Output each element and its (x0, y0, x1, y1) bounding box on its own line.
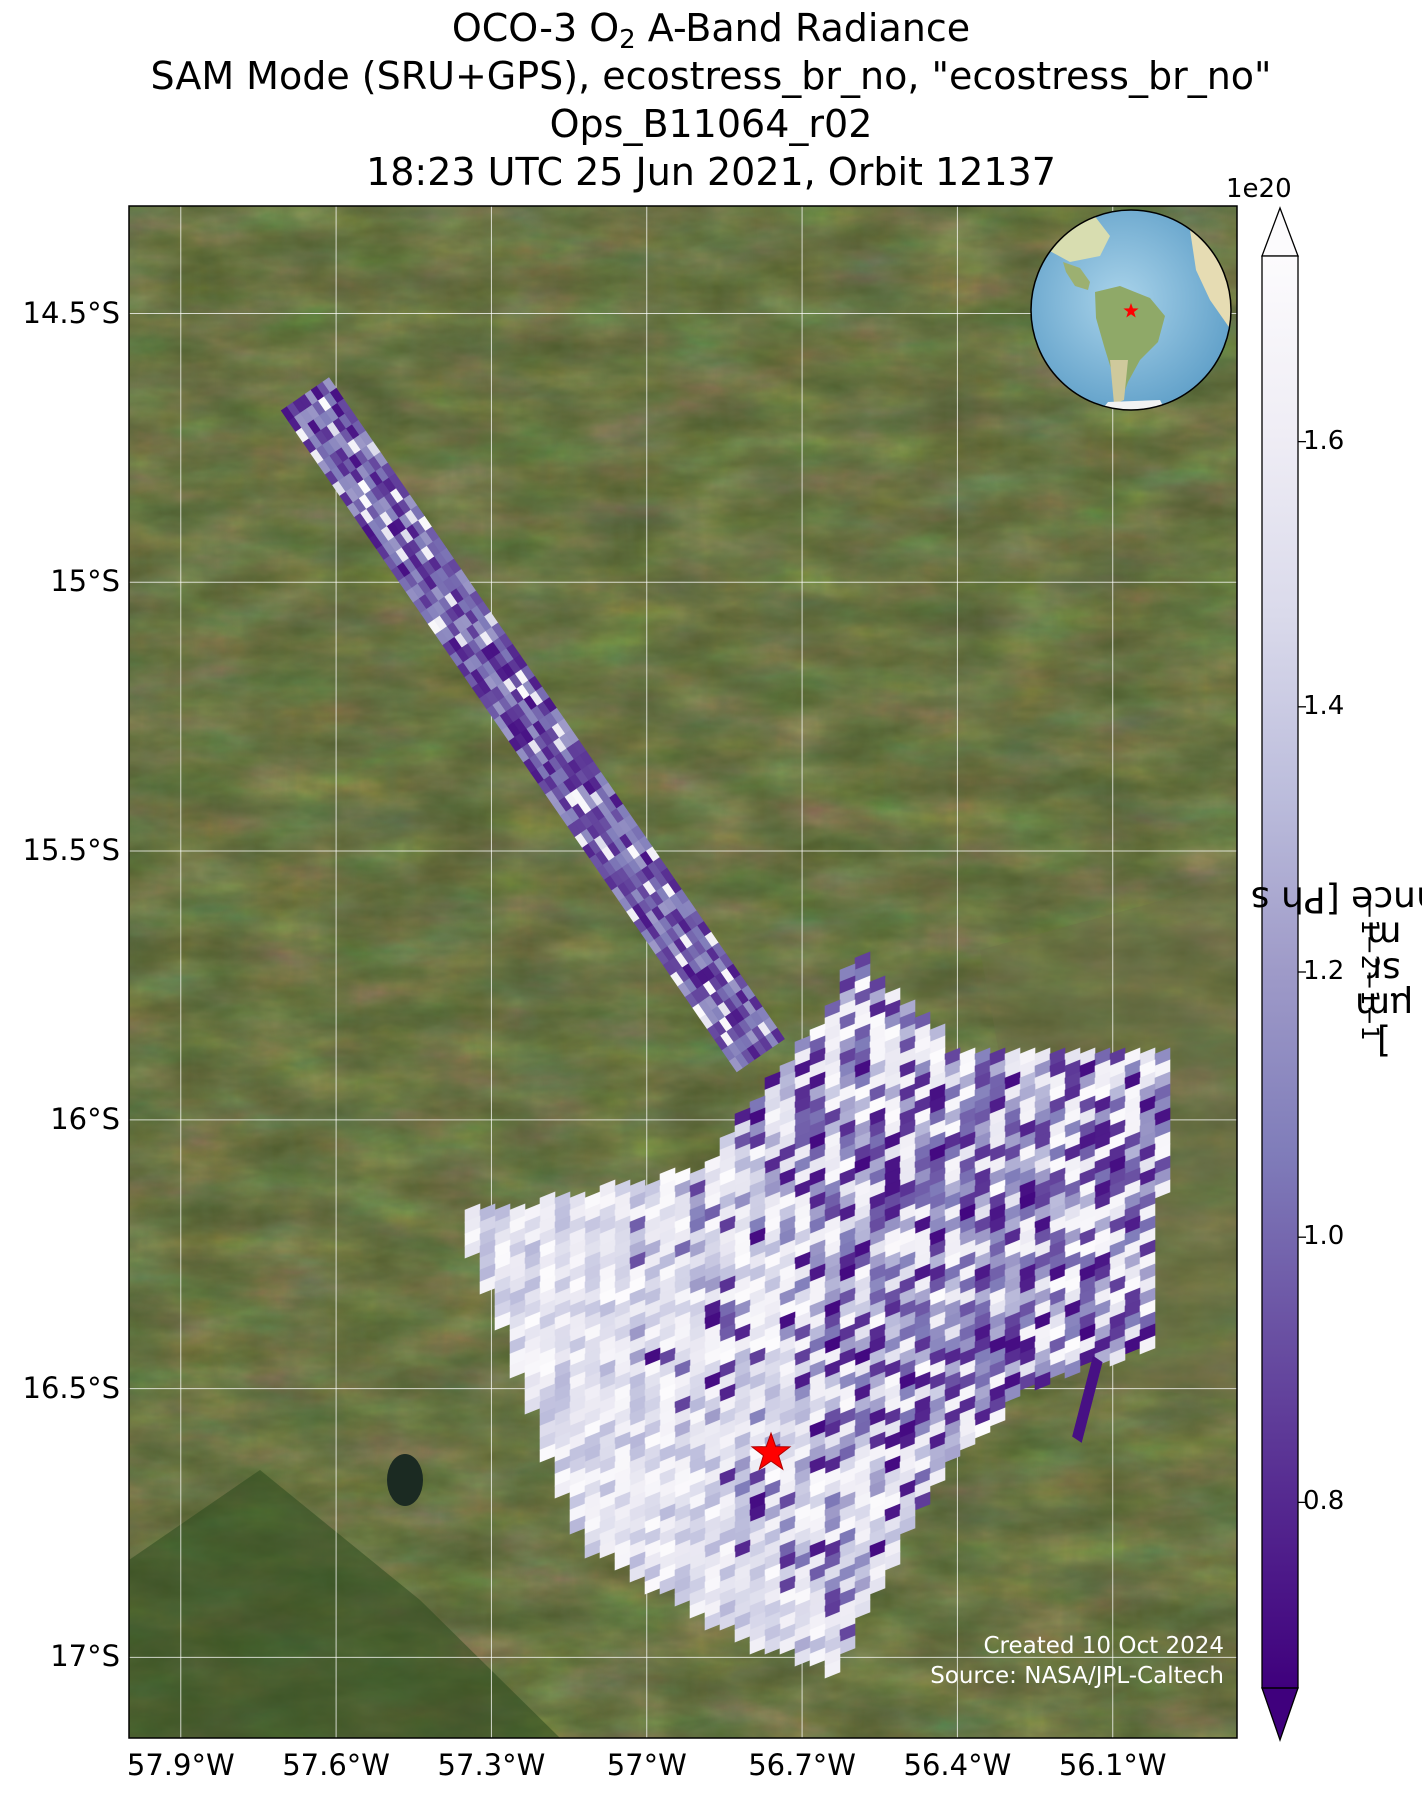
radiance-swath (280, 377, 1171, 1679)
title-line-3: Ops_B11064_r02 (549, 102, 873, 146)
swath-footprint (1109, 1347, 1126, 1367)
longitude-tick-label: 57.6°W (282, 1748, 390, 1782)
longitude-tick-label: 57°W (606, 1748, 687, 1782)
globe-location-star (1123, 303, 1139, 318)
latitude-tick-label: 14.5°S (22, 295, 120, 330)
locator-globe (1030, 209, 1232, 411)
credit-source: Source: NASA/JPL-Caltech (930, 1663, 1224, 1689)
swath-footprint (1139, 1335, 1156, 1355)
globe-outline (1030, 209, 1232, 411)
lake (387, 1454, 423, 1506)
swath-sliver (1072, 1355, 1103, 1443)
map-border (128, 205, 1238, 1739)
credit-created: Created 10 Oct 2024 (983, 1633, 1224, 1659)
longitude-tick-label: 56.4°W (903, 1748, 1012, 1782)
map-panel (128, 205, 1238, 1739)
swath-footprint (770, 1027, 785, 1044)
swath-footprint (1064, 1359, 1081, 1379)
colorbar-tick-label: 1.0 (1303, 1221, 1345, 1252)
latitude-tick-label: 15.5°S (22, 833, 120, 868)
title-line-4: 18:23 UTC 25 Jun 2021, Orbit 12137 (366, 150, 1056, 194)
longitude-tick-label: 56.1°W (1058, 1748, 1167, 1782)
latitude-tick-label: 16°S (50, 1101, 120, 1136)
colorbar-ticks (1298, 440, 1306, 1504)
gridlines (129, 206, 1237, 1738)
latitude-tick-label: 15°S (50, 564, 120, 599)
colorbar-gradient (1262, 256, 1298, 1688)
latitude-tick-label: 16.5°S (22, 1370, 120, 1405)
colorbar-exponent: 1e20 (1226, 174, 1292, 204)
longitude-tick-label: 56.7°W (748, 1748, 856, 1782)
longitude-tick-label: 57.9°W (126, 1748, 235, 1782)
wetland-lowland (129, 1470, 560, 1738)
colorbar-tick-label: 1.2 (1303, 956, 1345, 986)
latitude-tick-label: 17°S (50, 1639, 120, 1674)
title-line-2: SAM Mode (SRU+GPS), ecostress_br_no, "ec… (150, 54, 1272, 98)
swath-footprint (824, 1659, 841, 1679)
colorbar-tick-label: 1.6 (1303, 425, 1345, 456)
colorbar (1261, 206, 1306, 1742)
target-star-marker (750, 1431, 792, 1471)
title-line-1: OCO-3 O2 A-Band Radiance (451, 6, 971, 55)
longitude-tick-label: 57.3°W (437, 1748, 546, 1782)
colorbar-tick-label: 0.8 (1303, 1486, 1345, 1517)
swath-footprint (1034, 1371, 1051, 1391)
colorbar-max-extension (1261, 206, 1299, 257)
colorbar-min-extension (1261, 1687, 1299, 1742)
colorbar-tick-label: 1.4 (1303, 690, 1345, 721)
